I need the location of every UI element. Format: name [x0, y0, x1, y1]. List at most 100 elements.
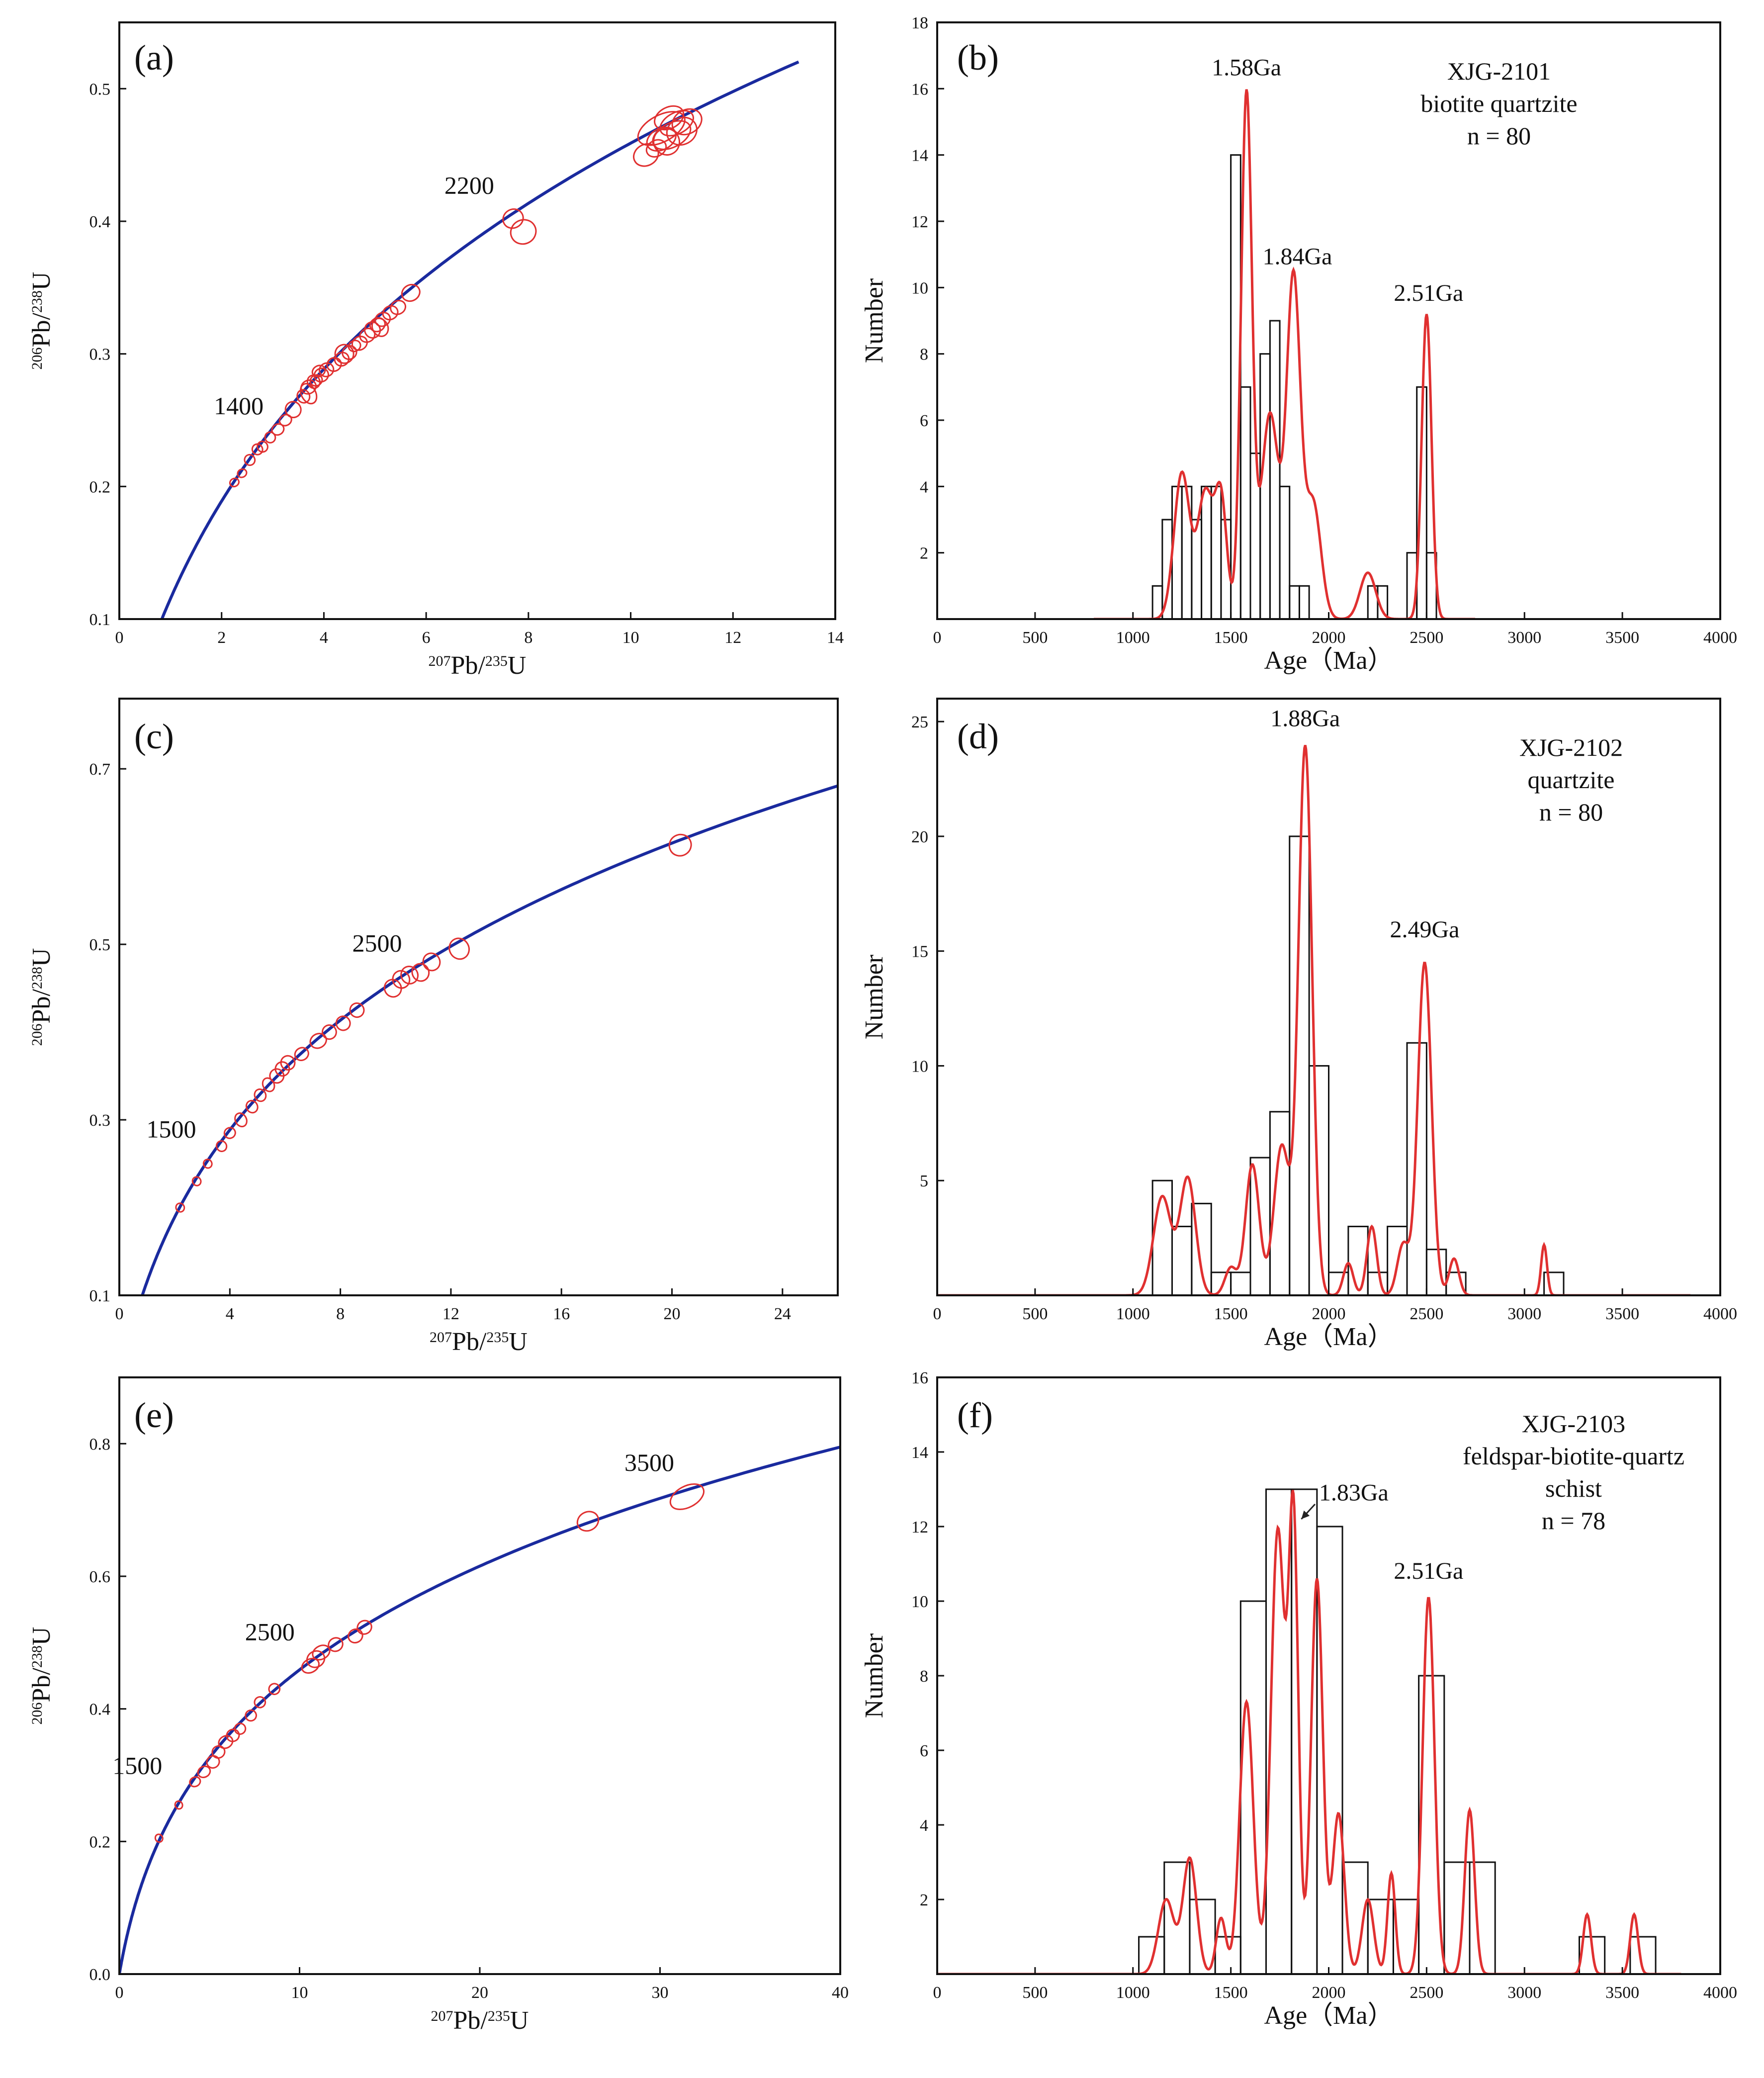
- analysis-ellipse: [645, 139, 667, 158]
- y-tick-label: 16: [911, 1369, 928, 1387]
- analysis-ellipse: [197, 1765, 211, 1778]
- analysis-ellipse: [175, 1202, 185, 1213]
- analysis-ellipse: [390, 300, 407, 315]
- y-tick-label: 10: [911, 1057, 928, 1076]
- analysis-ellipse: [334, 352, 350, 367]
- x-axis-title: 207Pb/235U: [430, 1328, 528, 1356]
- panel-e-concordia: 1500 2500 3500 0 10 20 30 40 0.0 0.2 0.4 0.6 0.8 (e) 2…: [27, 1376, 849, 2035]
- x-tick-label: 20: [664, 1305, 681, 1323]
- x-tick-label: 14: [827, 629, 844, 647]
- y-tick-label: 0.5: [89, 80, 111, 98]
- analysis-ellipse: [300, 379, 317, 395]
- analysis-ellipse: [154, 1833, 164, 1843]
- analysis-ellipse: [202, 1159, 213, 1169]
- sample-info-line: biotite quartzite: [1420, 90, 1577, 117]
- x-tick-label: 0: [933, 629, 942, 647]
- analysis-ellipse: [299, 383, 318, 405]
- x-tick-label: 2000: [1312, 629, 1346, 647]
- x-tick-label: 3500: [1605, 1305, 1639, 1323]
- analysis-ellipse: [653, 128, 681, 156]
- concordia-curve: [141, 784, 838, 1295]
- kde-curve: [937, 744, 1691, 1295]
- concordia-age-label: 3500: [624, 1448, 674, 1476]
- x-tick-label: 500: [1022, 1305, 1048, 1323]
- analysis-ellipse: [309, 1032, 327, 1049]
- x-tick-label: 2500: [1410, 1305, 1443, 1323]
- y-axis-title: Number: [860, 955, 888, 1039]
- y-tick-label: 20: [911, 828, 928, 846]
- x-tick-label: 12: [724, 629, 741, 647]
- analysis-ellipse: [223, 1127, 236, 1139]
- analysis-ellipse: [318, 362, 335, 377]
- x-tick-label: 6: [422, 629, 431, 647]
- peak-age-label: 1.83Ga: [1319, 1480, 1389, 1506]
- analysis-ellipse: [234, 1722, 247, 1735]
- analysis-ellipse: [646, 126, 677, 152]
- plot-area: [141, 784, 838, 1295]
- y-tick-label: 8: [920, 1667, 928, 1686]
- analysis-ellipse: [311, 364, 326, 378]
- y-axis-title: 206Pb/238U: [27, 1627, 56, 1725]
- y-tick-label: 0.1: [89, 1287, 111, 1305]
- histogram-bar: [1138, 1936, 1165, 1974]
- x-tick-label: 2000: [1312, 1984, 1346, 2002]
- histogram-bar: [1171, 1226, 1193, 1295]
- histogram-bar: [1443, 1861, 1471, 1974]
- analysis-ellipse: [245, 1099, 259, 1114]
- analysis-ellipse: [335, 1015, 351, 1031]
- x-tick-label: 24: [774, 1305, 791, 1323]
- analysis-ellipse: [328, 1637, 344, 1652]
- x-tick-label: 4: [320, 629, 328, 647]
- panel-label: (c): [134, 717, 174, 756]
- analysis-ellipse: [400, 965, 419, 985]
- y-tick-label: 0.1: [89, 611, 111, 629]
- x-tick-label: 1500: [1214, 1984, 1248, 2002]
- x-tick-label: 2500: [1410, 1984, 1443, 2002]
- concordia-curve: [160, 60, 799, 619]
- histogram-bar: [1210, 485, 1222, 619]
- histogram-bar: [1239, 386, 1251, 619]
- y-axis-title: 206Pb/238U: [27, 948, 56, 1046]
- panel-a-concordia: 1400 2200 0 2 4 6 8 10 12 14 0.1 0.2 0.3 0.4 0.5 (a) 207…: [27, 21, 844, 680]
- plot-area: [119, 1446, 840, 1974]
- y-tick-label: 10: [911, 1593, 928, 1611]
- y-tick-label: 4: [920, 1816, 928, 1835]
- plot-frame: [118, 698, 839, 1296]
- x-tick-label: 3500: [1605, 1984, 1639, 2002]
- plot-frame: [118, 1376, 841, 1975]
- x-tick-label: 3000: [1507, 629, 1541, 647]
- peak-age-label: 1.88Ga: [1270, 705, 1340, 731]
- analysis-ellipse: [669, 1483, 705, 1510]
- plot-area: [937, 1488, 1681, 1974]
- histogram-bar: [1629, 1936, 1657, 1974]
- y-tick-label: 16: [911, 80, 928, 98]
- analysis-ellipse: [448, 937, 470, 960]
- x-tick-label: 2500: [1410, 629, 1443, 647]
- analysis-ellipse: [411, 963, 430, 982]
- y-tick-label: 0.6: [89, 1568, 111, 1586]
- x-tick-label: 0: [933, 1984, 942, 2002]
- peak-age-label: 2.51Ga: [1394, 1558, 1463, 1584]
- analysis-ellipse: [245, 1709, 257, 1722]
- analysis-ellipse: [392, 970, 411, 989]
- x-tick-label: 500: [1022, 1984, 1048, 2002]
- plot-frame: [936, 21, 1721, 620]
- analysis-ellipse: [401, 283, 421, 302]
- analysis-ellipse: [174, 1800, 183, 1810]
- x-tick-label: 1000: [1116, 1305, 1150, 1323]
- analysis-ellipse: [280, 1055, 296, 1071]
- y-tick-label: 8: [920, 346, 928, 364]
- x-tick-label: 1500: [1214, 1305, 1248, 1323]
- analysis-ellipse: [668, 833, 692, 857]
- analysis-ellipse: [268, 1683, 281, 1695]
- sample-info-line: XJG-2103: [1522, 1410, 1625, 1438]
- x-tick-label: 8: [524, 629, 532, 647]
- concordia-age-label: 2500: [245, 1618, 295, 1645]
- analysis-ellipse: [254, 1696, 266, 1709]
- kde-curve: [937, 1490, 1681, 1974]
- histogram-bar: [1298, 585, 1310, 619]
- analysis-ellipse: [371, 317, 389, 337]
- y-tick-label: 0.3: [89, 1111, 111, 1130]
- analysis-ellipse: [234, 1112, 248, 1128]
- concordia-curve: [119, 1446, 840, 1974]
